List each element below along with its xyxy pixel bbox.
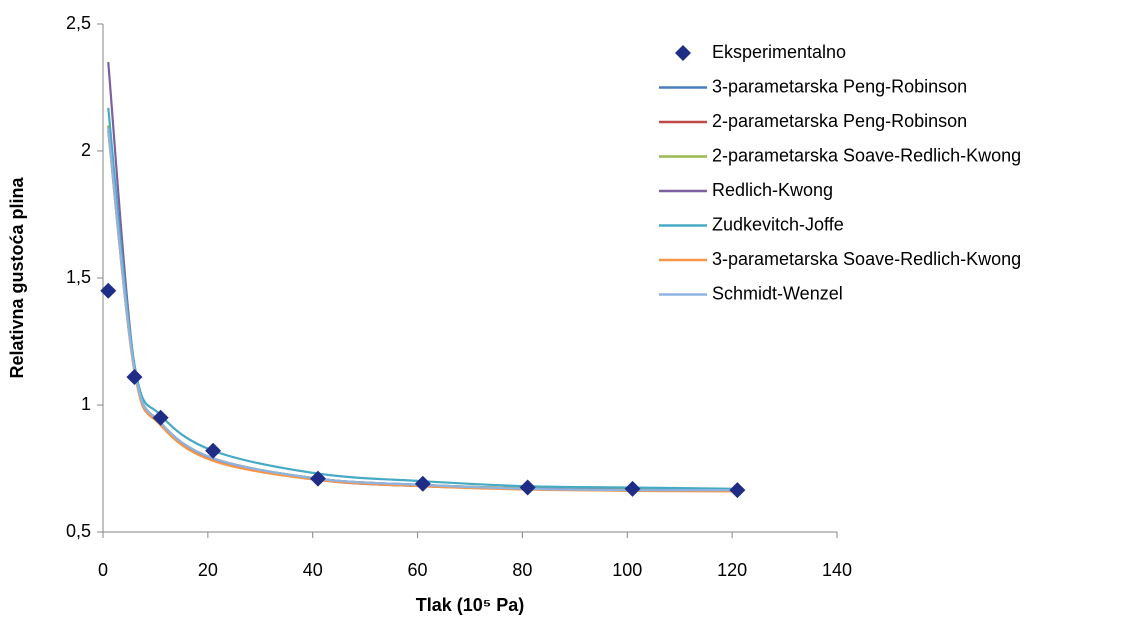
y-tick-label: 2,5 (66, 13, 91, 33)
series-line (107, 125, 738, 492)
x-tick-label: 100 (612, 560, 642, 580)
data-point (126, 369, 143, 386)
data-point (729, 482, 746, 499)
data-point (100, 282, 117, 299)
x-tick-label: 40 (303, 560, 323, 580)
y-tick-label: 1,5 (66, 267, 91, 287)
x-tick-label: 80 (512, 560, 532, 580)
legend-label: Redlich-Kwong (712, 180, 833, 200)
x-tick-label: 60 (408, 560, 428, 580)
legend-label: Schmidt-Wenzel (712, 283, 843, 303)
series-line (107, 125, 738, 492)
series-line (107, 62, 738, 492)
data-point (414, 475, 431, 492)
data-point (205, 442, 222, 459)
legend-label: Eksperimentalno (712, 42, 846, 62)
x-tick-label: 20 (198, 560, 218, 580)
series-line (107, 130, 738, 492)
series-line (107, 107, 738, 490)
legend-label: 2-parametarska Peng-Robinson (712, 111, 967, 131)
x-axis-title: Tlak (10⁵ Pa) (416, 595, 525, 615)
y-tick-label: 0,5 (66, 521, 91, 541)
series-line (107, 128, 738, 492)
legend-label: 3-parametarska Soave-Redlich-Kwong (712, 249, 1021, 269)
x-tick-label: 120 (717, 560, 747, 580)
y-axis-title: Relativna gustoća plina (7, 176, 27, 378)
y-tick-label: 2 (81, 140, 91, 160)
legend-label: 2-parametarska Soave-Redlich-Kwong (712, 145, 1021, 165)
data-point (152, 409, 169, 426)
data-point (624, 480, 641, 497)
x-tick-label: 0 (98, 560, 108, 580)
legend-label: 3-parametarska Peng-Robinson (712, 76, 967, 96)
data-point (309, 470, 326, 487)
x-tick-label: 140 (822, 560, 852, 580)
data-point (519, 479, 536, 496)
series-line (107, 130, 738, 493)
y-tick-label: 1 (81, 394, 91, 414)
legend-label: Zudkevitch-Joffe (712, 214, 844, 234)
legend-marker (675, 45, 691, 61)
